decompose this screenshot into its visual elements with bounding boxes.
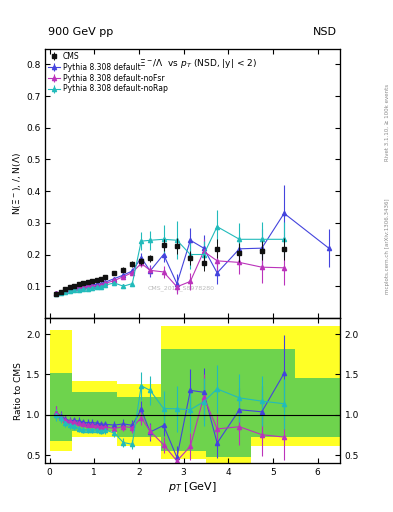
Bar (117, 397, 161, 437)
Bar (251, 326, 295, 445)
Text: 900 GeV pp: 900 GeV pp (48, 27, 114, 36)
Text: mcplots.cern.ch [arXiv:1306.3436]: mcplots.cern.ch [arXiv:1306.3436] (385, 198, 390, 293)
Bar (206, 349, 251, 457)
Bar (206, 326, 251, 465)
Y-axis label: N($\Xi^-$), /, N($\Lambda$): N($\Xi^-$), /, N($\Lambda$) (11, 152, 23, 215)
Bar (295, 378, 349, 437)
X-axis label: $p_T$ [GeV]: $p_T$ [GeV] (168, 480, 217, 494)
Bar (50, 373, 72, 441)
Legend: CMS, Pythia 8.308 default, Pythia 8.308 default-noFsr, Pythia 8.308 default-noRa: CMS, Pythia 8.308 default, Pythia 8.308 … (47, 50, 169, 95)
Y-axis label: Ratio to CMS: Ratio to CMS (14, 361, 23, 419)
Text: Rivet 3.1.10, ≥ 100k events: Rivet 3.1.10, ≥ 100k events (385, 84, 390, 161)
Text: CMS_2012_S8978280: CMS_2012_S8978280 (147, 285, 214, 291)
Text: $\Xi^-/\Lambda$  vs $p_T$ (NSD, |y| < 2): $\Xi^-/\Lambda$ vs $p_T$ (NSD, |y| < 2) (140, 57, 257, 70)
Bar (72, 381, 117, 437)
Bar (161, 326, 206, 459)
Bar (50, 330, 72, 451)
Bar (295, 326, 349, 445)
Bar (117, 384, 161, 445)
Text: NSD: NSD (313, 27, 337, 36)
Bar (72, 392, 117, 431)
Bar (161, 349, 206, 451)
Bar (251, 349, 295, 437)
